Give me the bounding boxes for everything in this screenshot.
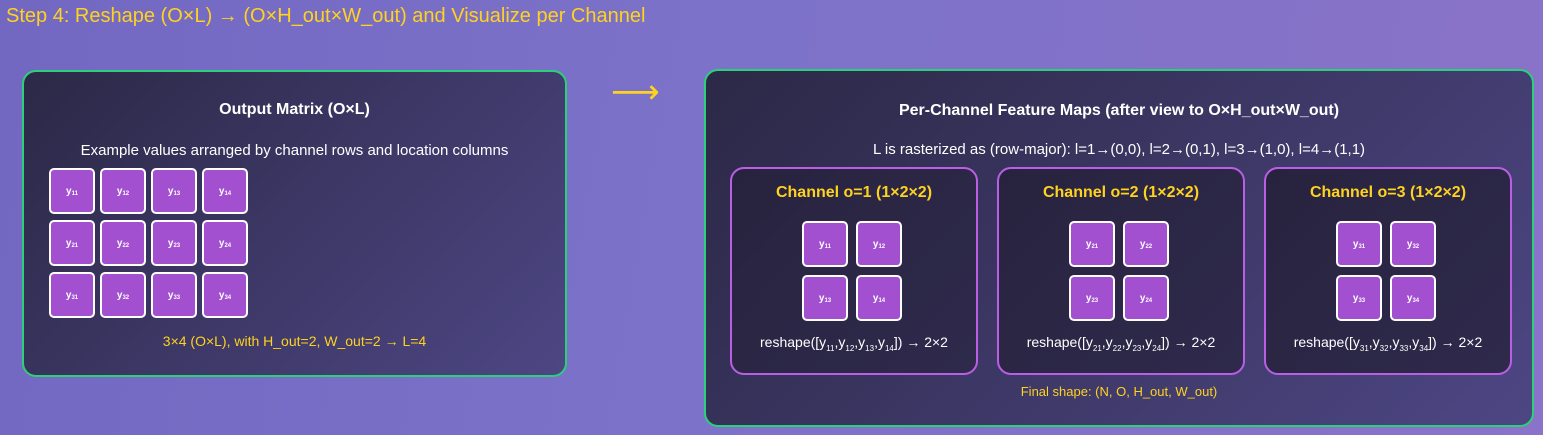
matrix-cell: y 11 [49,168,95,214]
matrix-cell: y 31 [49,272,95,318]
final-shape-label: Final shape: (N, O, H_out, W_out) [1020,384,1218,399]
output-matrix-caption: 3×4 (O×L), with H_out=2, W_out=2 → L=4 [162,333,427,349]
matrix-cell: y 33 [1336,275,1382,321]
output-matrix-subtitle: Example values arranged by channel rows … [80,142,509,159]
matrix-cell: y 22 [100,220,146,266]
reshape-expression: reshape([y21,y22,y23,y24]) → 2×2 [1026,334,1216,353]
feature-maps-subtitle: L is rasterized as (row-major): l=1→(0,0… [872,141,1366,158]
matrix-cell: y 12 [100,168,146,214]
matrix-cell: y 13 [802,275,848,321]
matrix-cell: y 31 [1336,221,1382,267]
matrix-cell: y 32 [1390,221,1436,267]
channel-card-3: Channel o=3 (1×2×2) y 31 y 32 y 33 y 34 reshape([… [1264,167,1512,375]
matrix-cell: y 21 [49,220,95,266]
channel-title: Channel o=3 (1×2×2) [1309,184,1467,201]
matrix-cell: y 11 [802,221,848,267]
matrix-cell: y 32 [100,272,146,318]
matrix-cell: y 14 [202,168,248,214]
channel-card-1: Channel o=1 (1×2×2) y 11 y 12 y 13 y 14 reshape([… [730,167,978,375]
matrix-cell: y 22 [1123,221,1169,267]
matrix-cell: y 34 [1390,275,1436,321]
channel-title: Channel o=2 (1×2×2) [1042,184,1200,201]
reshape-expression: reshape([y11,y12,y13,y14]) → 2×2 [760,334,948,353]
matrix-cell: y 24 [1123,275,1169,321]
matrix-cell: y 12 [856,221,902,267]
right-arrow-icon: ⟶ [611,73,660,111]
feature-maps-title: Per-Channel Feature Maps (after view to … [898,102,1340,119]
matrix-cell: y 23 [151,220,197,266]
matrix-cell: y 24 [202,220,248,266]
step-title: Step 4: Reshape (O×L) → (O×H_out×W_out) … [6,5,646,27]
matrix-cell: y 14 [856,275,902,321]
matrix-cell: y 34 [202,272,248,318]
output-matrix-title: Output Matrix (O×L) [219,101,370,118]
matrix-cell: y 13 [151,168,197,214]
matrix-cell: y 33 [151,272,197,318]
output-matrix-panel: Output Matrix (O×L) Example values arran… [22,70,567,377]
matrix-cell: y 21 [1069,221,1115,267]
channel-title: Channel o=1 (1×2×2) [775,184,933,201]
reshape-expression: reshape([y31,y32,y33,y34]) → 2×2 [1293,334,1483,353]
channel-card-2: Channel o=2 (1×2×2) y 21 y 22 y 23 y 24 reshape([… [997,167,1245,375]
matrix-cell: y 23 [1069,275,1115,321]
feature-maps-panel: Per-Channel Feature Maps (after view to … [704,69,1534,427]
